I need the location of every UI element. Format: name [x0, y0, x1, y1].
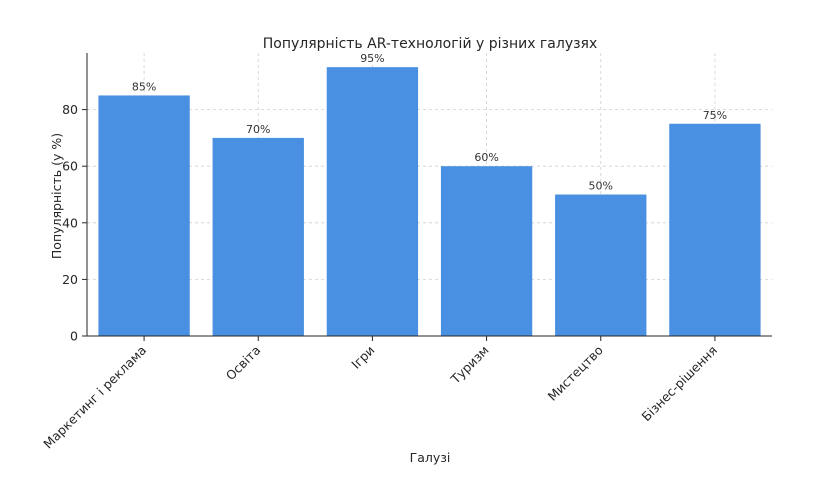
x-tick-label: Туризм	[447, 343, 492, 388]
bar	[555, 194, 647, 336]
chart-title: Популярність AR-технологій у різних галу…	[263, 36, 598, 52]
bar-value-label: 85%	[132, 80, 156, 93]
bar	[440, 166, 533, 336]
y-tick-label: 80	[62, 102, 78, 117]
data-labels: 85% 70% 95% 60% 50% 75%	[132, 52, 727, 192]
x-tick-label: Маркетинг і реклама	[40, 343, 149, 452]
y-tick-label: 60	[62, 159, 78, 174]
y-tick-label: 0	[70, 329, 78, 344]
bar-value-label: 95%	[360, 52, 384, 65]
x-tick-label: Освіта	[223, 343, 264, 384]
y-axis-label: Популярність (у %)	[49, 133, 64, 259]
bar-value-label: 60%	[474, 151, 498, 164]
bar	[98, 95, 190, 336]
bar-value-label: 75%	[703, 109, 727, 122]
y-tick-label: 20	[62, 272, 78, 287]
bar-value-label: 50%	[589, 180, 613, 193]
y-tick-label: 40	[62, 215, 78, 230]
bar	[212, 137, 304, 336]
bars	[98, 67, 761, 337]
x-tick-label: Бізнес-рішення	[638, 343, 720, 425]
x-tick-label: Ігри	[348, 343, 377, 372]
bar	[669, 123, 761, 336]
bar-value-label: 70%	[246, 123, 270, 136]
bar	[326, 67, 419, 337]
x-tick-label: Мистецтво	[545, 343, 606, 404]
x-axis-label: Галузі	[410, 450, 451, 465]
